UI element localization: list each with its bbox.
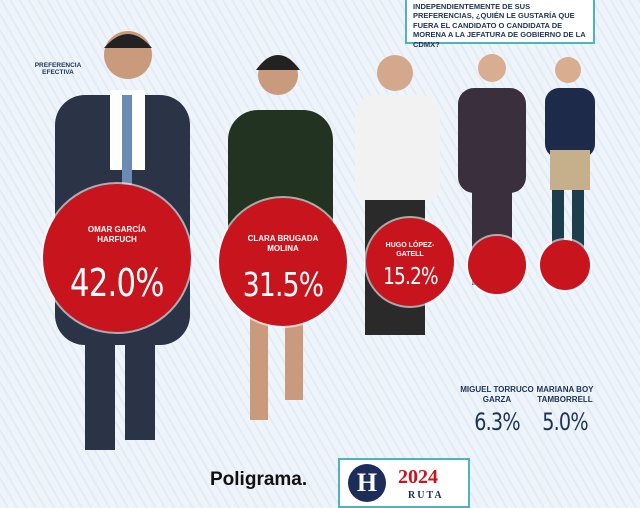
logo-letter: H: [348, 464, 386, 502]
subtitle: PREFERENCIA EFECTIVA: [34, 62, 82, 76]
candidate-name: CLARA BRUGADA MOLINA: [247, 233, 319, 253]
value-label: 5.0%: [542, 408, 588, 436]
candidate-name: MIGUEL TORRUCO GARZA: [460, 385, 534, 404]
brand-logo: H 2024 RUTA: [338, 458, 470, 508]
value-label: 31.5%: [242, 264, 324, 304]
bubble: [43, 184, 191, 332]
logo-word: RUTA: [408, 490, 444, 501]
bubble: [219, 198, 347, 326]
question: INDEPENDIENTEMENTE DE SUS PREFERENCIAS, …: [405, 0, 595, 49]
bubble: [365, 217, 455, 307]
candidate-name: HUGO LÓPEZ-GATELL: [385, 242, 435, 259]
bubble: [468, 236, 526, 294]
candidate-name: MARIANA BOY TAMBORRELL: [536, 385, 594, 404]
value-label: 42.0%: [70, 260, 164, 306]
source-logo: Poligrama.: [210, 469, 308, 490]
value-label: 15.2%: [382, 263, 439, 290]
candidate-name: OMAR GARCÍA HARFUCH: [87, 225, 147, 245]
logo-year: 2024: [398, 466, 438, 488]
value-label: 6.3%: [474, 408, 520, 436]
bubble: [539, 239, 591, 291]
